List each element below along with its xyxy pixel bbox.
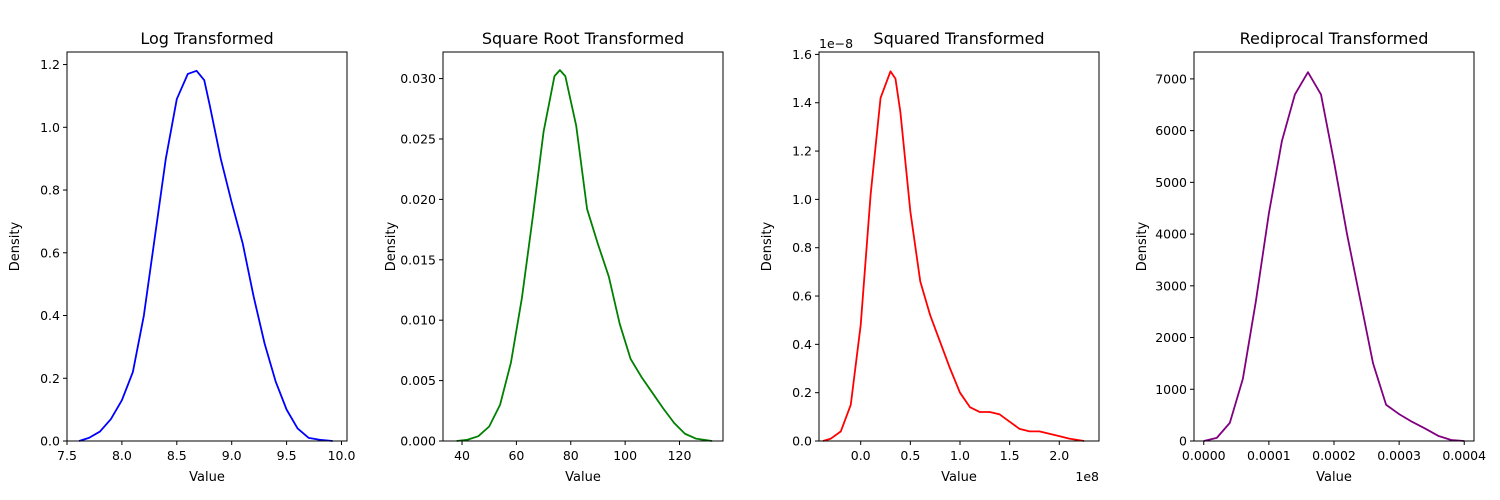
y-tick-label: 1.6 [792, 47, 812, 62]
x-tick-label: 80 [563, 448, 579, 463]
y-tick-label: 0.6 [40, 245, 60, 260]
y-tick-label: 0.015 [400, 252, 436, 267]
x-axis-label: Value [565, 470, 601, 485]
y-tick-label: 0.020 [400, 192, 436, 207]
y-axis-label: Density [384, 221, 399, 271]
subplot-4: 0.0000 0.0001 0.0002 0.0003 0.0004 0 1000 2000 3… [1135, 29, 1486, 485]
density-curve [456, 69, 713, 442]
density-curve [1203, 71, 1465, 442]
y-tick-label: 1000 [1155, 382, 1187, 397]
x-offset-label: 1e8 [1075, 469, 1099, 484]
y-tick-label: 1.2 [40, 57, 60, 72]
y-tick-label: 1.0 [792, 192, 812, 207]
y-tick-label: 0.8 [792, 240, 812, 255]
plot-frame [66, 51, 348, 442]
x-tick-label: 120 [668, 448, 692, 463]
x-tick-label: 40 [454, 448, 470, 463]
y-tick-label: 0.8 [40, 183, 60, 198]
x-tick-label: 0.0003 [1377, 448, 1421, 463]
y-tick-label: 1.4 [792, 95, 812, 110]
y-axis-label: Density [8, 221, 23, 271]
x-tick-label: 2.0 [1049, 448, 1069, 463]
x-axis-label: Value [941, 470, 977, 485]
y-tick-label: 4000 [1155, 227, 1187, 242]
x-tick-label: 100 [613, 448, 637, 463]
y-tick-label: 0.2 [40, 371, 60, 386]
y-offset-label: 1e−8 [819, 36, 853, 51]
y-tick-label: 0.025 [400, 131, 436, 146]
x-tick-label: 7.5 [57, 448, 77, 463]
y-tick-label: 6000 [1155, 123, 1187, 138]
y-tick-label: 0.0 [40, 434, 60, 449]
x-tick-label: 9.0 [222, 448, 242, 463]
x-tick-label: 60 [508, 448, 524, 463]
x-tick-label: 0.0002 [1312, 448, 1356, 463]
x-axis-label: Value [189, 470, 225, 485]
y-tick-label: 1.2 [792, 144, 812, 159]
x-tick-label: 0.0000 [1182, 448, 1226, 463]
y-tick-label: 5000 [1155, 175, 1187, 190]
y-tick-label: 1.0 [40, 120, 60, 135]
y-tick-label: 2000 [1155, 330, 1187, 345]
chart-title: Squared Transformed [873, 29, 1044, 48]
plot-frame [1193, 51, 1475, 442]
x-tick-label: 8.0 [112, 448, 132, 463]
subplot-2: 40 60 80 100 120 0.000 0.005 0.010 0.015 0.020 0.0… [384, 29, 724, 485]
y-axis-label: Density [1135, 221, 1150, 271]
x-tick-label: 1.0 [950, 448, 970, 463]
plot-frame [442, 51, 724, 442]
chart-title: Log Transformed [140, 29, 273, 48]
x-tick-label: 8.5 [167, 448, 187, 463]
y-tick-label: 0.2 [792, 385, 812, 400]
subplot-1: 7.5 8.0 8.5 9.0 9.5 10.0 0.0 0.2 0.4 0.6 0.8 1.0 1.2… [8, 29, 355, 485]
y-tick-label: 7000 [1155, 71, 1187, 86]
x-tick-label: 0.5 [900, 448, 920, 463]
y-tick-label: 0.6 [792, 289, 812, 304]
density-curve [822, 70, 1085, 442]
y-tick-label: 3000 [1155, 278, 1187, 293]
y-tick-label: 0.010 [400, 313, 436, 328]
x-axis-label: Value [1316, 470, 1352, 485]
y-tick-label: 0.4 [792, 337, 812, 352]
y-tick-label: 0.005 [400, 373, 436, 388]
x-tick-label: 0.0 [851, 448, 871, 463]
chart-title: Rediprocal Transformed [1240, 29, 1429, 48]
y-tick-label: 0.0 [792, 434, 812, 449]
x-tick-label: 10.0 [328, 448, 356, 463]
chart-title: Square Root Transformed [482, 29, 684, 48]
x-tick-label: 9.5 [277, 448, 297, 463]
density-curve [78, 69, 333, 442]
y-tick-label: 0.030 [400, 71, 436, 86]
subplot-3: 0.0 0.5 1.0 1.5 2.0 0.0 0.2 0.4 0.6 0.8 1.0 1.2 1.4 1… [760, 29, 1100, 485]
y-tick-label: 0 [1179, 434, 1187, 449]
plot-frame [818, 51, 1100, 442]
y-axis-label: Density [760, 221, 775, 271]
y-tick-label: 0.4 [40, 308, 60, 323]
x-tick-label: 0.0004 [1442, 448, 1486, 463]
x-tick-label: 0.0001 [1247, 448, 1291, 463]
y-tick-label: 0.000 [400, 434, 436, 449]
x-tick-label: 1.5 [1000, 448, 1020, 463]
